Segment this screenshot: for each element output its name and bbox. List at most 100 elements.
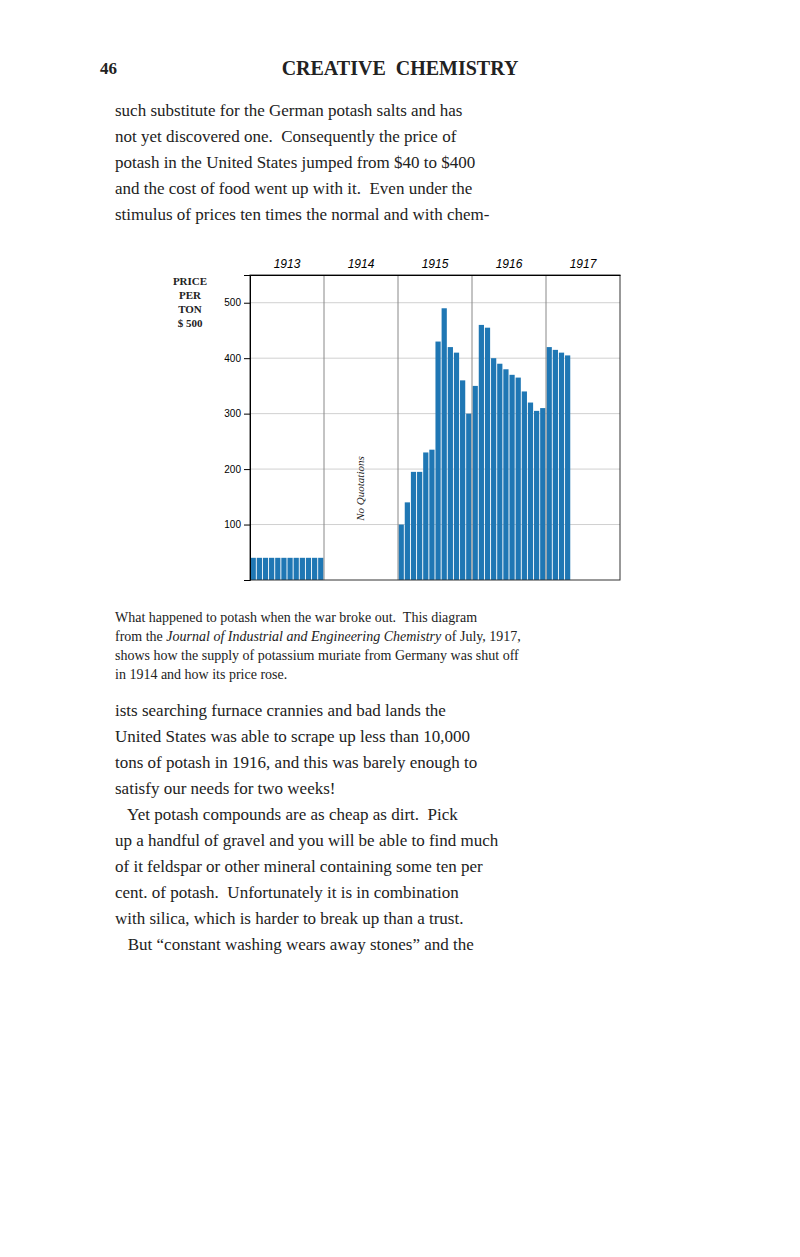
bar [399, 525, 404, 580]
year-divider [472, 275, 473, 580]
y-tick-label: 300 [224, 408, 241, 419]
x-axis: 1913 1914 1915 1916 1917 [251, 257, 621, 276]
grid-line [250, 469, 620, 470]
y-tick: 400 [224, 353, 250, 364]
bar [275, 558, 280, 580]
paragraph-line: potash in the United States jumped from … [115, 153, 475, 172]
y-tick: 100 [224, 519, 250, 530]
bar [435, 342, 440, 580]
grid-line [250, 413, 620, 414]
paragraph-line: Yet potash compounds are as cheap as dir… [115, 805, 458, 824]
bar [466, 414, 471, 580]
page-title: CREATIVE CHEMISTRY [282, 57, 519, 79]
page-number: 46 [100, 59, 117, 78]
year-divider [324, 275, 325, 580]
y-tick-mark [244, 469, 250, 470]
paragraph-line: such substitute for the German potash sa… [115, 101, 463, 120]
caption-text: What happened to potash when the war bro… [115, 610, 477, 625]
x-tick: 1913 [274, 257, 301, 271]
bar [460, 380, 465, 580]
y-tick: 300 [224, 408, 250, 419]
caption-text: of July, 1917, [441, 629, 521, 644]
bar [294, 558, 299, 580]
bar [503, 369, 508, 580]
annotation: No Quotations [354, 456, 366, 521]
bar [454, 353, 459, 580]
y-axis-line [244, 276, 251, 581]
y-tick: 500 [224, 297, 250, 308]
x-axis-line [251, 275, 621, 276]
caption-text: from the [115, 629, 166, 644]
caption-text: Journal of Industrial and Engineering Ch… [166, 629, 442, 644]
bar [528, 403, 533, 580]
bar [534, 411, 539, 580]
y-tick-label: 100 [224, 519, 241, 530]
y-tick-mark [244, 358, 250, 359]
y-tick-label: 500 [224, 297, 241, 308]
caption-line: from the Journal of Industrial and Engin… [115, 629, 521, 644]
bar [281, 558, 286, 580]
y-axis-title: $ 500 [178, 317, 203, 329]
bar [485, 328, 490, 580]
x-tick: 1914 [348, 257, 375, 271]
bar [312, 558, 317, 580]
bar [306, 558, 311, 580]
y-tick-label: 200 [224, 464, 241, 475]
plot-frame [250, 275, 620, 580]
x-tick-label: 1913 [274, 257, 301, 271]
x-tick: 1917 [570, 257, 598, 271]
x-tick-label: 1917 [570, 257, 598, 271]
bar [491, 358, 496, 580]
bar [522, 391, 527, 580]
bar [423, 452, 428, 580]
y-tick-mark [244, 525, 250, 526]
caption-line: shows how the supply of potassium muriat… [115, 648, 519, 663]
y-axis-title: TON [178, 303, 202, 315]
bar [411, 472, 416, 580]
bar [509, 375, 514, 580]
y-tick-label: 400 [224, 353, 241, 364]
bar [497, 364, 502, 580]
y-tick-mark [244, 414, 250, 415]
paragraph-line: stimulus of prices ten times the normal … [115, 205, 490, 224]
bar [251, 558, 256, 580]
bar [559, 353, 564, 580]
grid-line [250, 524, 620, 525]
bar [300, 558, 305, 580]
bar [442, 308, 447, 580]
paragraph-line: and the cost of food went up with it. Ev… [115, 179, 472, 198]
paragraph-line: up a handful of gravel and you will be a… [115, 831, 499, 850]
paragraph-line: United States was able to scrape up less… [115, 727, 470, 746]
paragraph-line: ists searching furnace crannies and bad … [115, 701, 446, 720]
bar [263, 558, 268, 580]
paragraph-line: But “constant washing wears away stones”… [115, 935, 474, 954]
bar [547, 347, 552, 580]
grid-line [250, 302, 620, 303]
bar [429, 450, 434, 580]
y-axis-title: PRICE [173, 275, 207, 287]
paragraph-line: not yet discovered one. Consequently the… [115, 127, 457, 146]
year-divider [546, 275, 547, 580]
year-divider [398, 275, 399, 580]
paragraph-line: with silica, which is harder to break up… [115, 909, 463, 928]
x-tick-label: 1916 [496, 257, 523, 271]
bar [269, 558, 274, 580]
bar [448, 347, 453, 580]
paragraph-line: satisfy our needs for two weeks! [115, 779, 335, 798]
y-axis: 100 200 300 400 500 [224, 276, 250, 581]
bar [287, 558, 292, 580]
x-tick: 1915 [422, 257, 449, 271]
paragraph-line: of it feldspar or other mineral containi… [115, 857, 483, 876]
year-dividers [324, 275, 546, 580]
caption-text: in 1914 and how its price rose. [115, 667, 287, 682]
grid [250, 303, 620, 525]
page: 46 CREATIVE CHEMISTRY such substitute for … [0, 0, 800, 1257]
chart: 100 200 300 400 500 1913 1914 1915 1916 1917 No Qu… [173, 257, 621, 581]
bar [417, 472, 422, 580]
bar [540, 408, 545, 580]
bar [553, 350, 558, 580]
bar [516, 378, 521, 580]
x-tick: 1916 [496, 257, 523, 271]
y-axis-title: PER [179, 289, 202, 301]
x-tick-label: 1915 [422, 257, 449, 271]
